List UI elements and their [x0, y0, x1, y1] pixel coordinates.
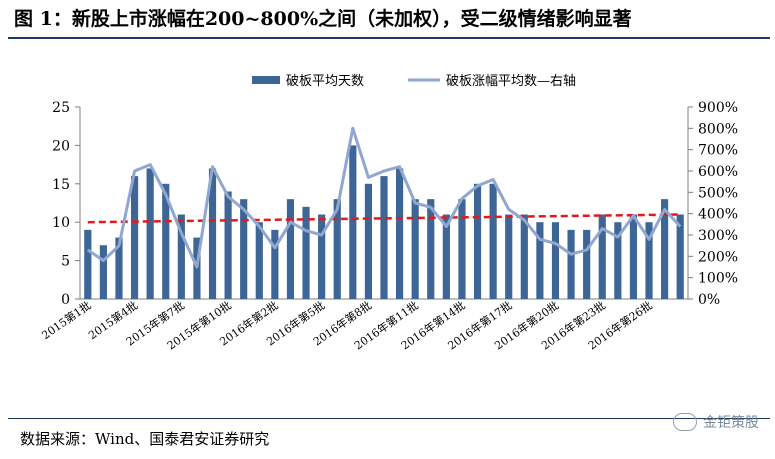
bar — [302, 206, 310, 299]
bar-series — [84, 145, 684, 299]
y-right-tick-label: 900% — [698, 100, 738, 116]
bar — [208, 168, 217, 299]
y-left-tick-label: 20 — [52, 138, 70, 154]
y-right-tick-label: 800% — [698, 121, 738, 137]
legend-bar-label: 破板平均天数 — [286, 74, 364, 89]
y-right-tick-label: 200% — [698, 249, 738, 265]
bar — [520, 214, 528, 299]
y-right-tick-label: 0% — [698, 292, 720, 308]
y-right-tick-label: 600% — [698, 164, 738, 180]
bar — [427, 199, 435, 299]
bar — [614, 222, 622, 299]
y-right-tick-label: 300% — [698, 228, 738, 244]
bar — [489, 183, 497, 299]
bar — [333, 199, 341, 299]
bar — [629, 214, 638, 299]
chart-title: 图 1：新股上市涨幅在200~800%之间（未加权），受二级情绪影响显著 — [14, 8, 632, 30]
bar — [318, 214, 326, 299]
footer-rule — [8, 418, 770, 419]
bar — [458, 199, 466, 299]
bar — [240, 199, 248, 299]
bar — [536, 222, 544, 299]
bar — [583, 229, 591, 299]
y-left-tick-label: 25 — [52, 100, 70, 116]
y-right-tick-label: 500% — [698, 185, 738, 201]
legend-bar-swatch — [252, 76, 280, 84]
bar — [130, 176, 139, 299]
bar — [551, 222, 560, 299]
bar — [349, 145, 357, 299]
y-left-tick-label: 15 — [52, 177, 70, 193]
bar — [676, 214, 684, 299]
bar — [380, 176, 388, 299]
bar — [162, 183, 170, 299]
y-left-tick-label: 0 — [61, 292, 70, 308]
line-series — [86, 126, 682, 269]
chart-area: 破板平均天数 破板涨幅平均数—右轴 0 5 10 15 20 25 0% 100% 200% 30… — [39, 74, 738, 352]
bar — [411, 199, 419, 299]
bar — [115, 237, 123, 299]
bar — [473, 183, 482, 299]
legend-line-label: 破板涨幅平均数—右轴 — [446, 74, 576, 89]
bar — [146, 168, 154, 299]
y-right-tick-label: 100% — [698, 271, 738, 287]
bar — [567, 229, 575, 299]
bar — [84, 229, 92, 299]
bar — [505, 214, 513, 299]
y-left-tick-label: 10 — [52, 215, 70, 231]
watermark-text: 金钜策股 — [703, 415, 759, 431]
bar — [645, 222, 653, 299]
bar — [286, 199, 295, 299]
wechat-icon — [673, 413, 697, 431]
watermark: 金钜策股 — [673, 412, 759, 432]
bar — [364, 183, 372, 299]
legend: 破板平均天数 破板涨幅平均数—右轴 — [252, 74, 576, 89]
bar — [271, 229, 279, 299]
y-right-tick-label: 400% — [698, 207, 738, 223]
bar — [598, 214, 606, 299]
bar — [396, 168, 404, 299]
source-note: 数据来源：Wind、国泰君安证券研究 — [20, 430, 270, 448]
bar — [177, 214, 185, 299]
bar — [99, 245, 107, 299]
title-rule — [8, 37, 770, 39]
bar — [661, 199, 669, 299]
bar — [224, 191, 232, 299]
y-right-tick-label: 700% — [698, 143, 738, 159]
bar — [442, 214, 450, 299]
bar — [255, 222, 263, 299]
y-left-tick-label: 5 — [61, 254, 70, 270]
